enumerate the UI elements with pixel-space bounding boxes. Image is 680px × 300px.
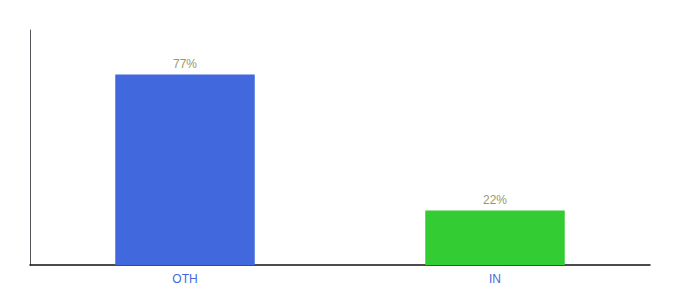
svg-text:77%: 77%: [173, 57, 197, 71]
svg-text:OTH: OTH: [172, 272, 197, 286]
svg-text:IN: IN: [489, 272, 501, 286]
svg-text:22%: 22%: [483, 193, 507, 207]
